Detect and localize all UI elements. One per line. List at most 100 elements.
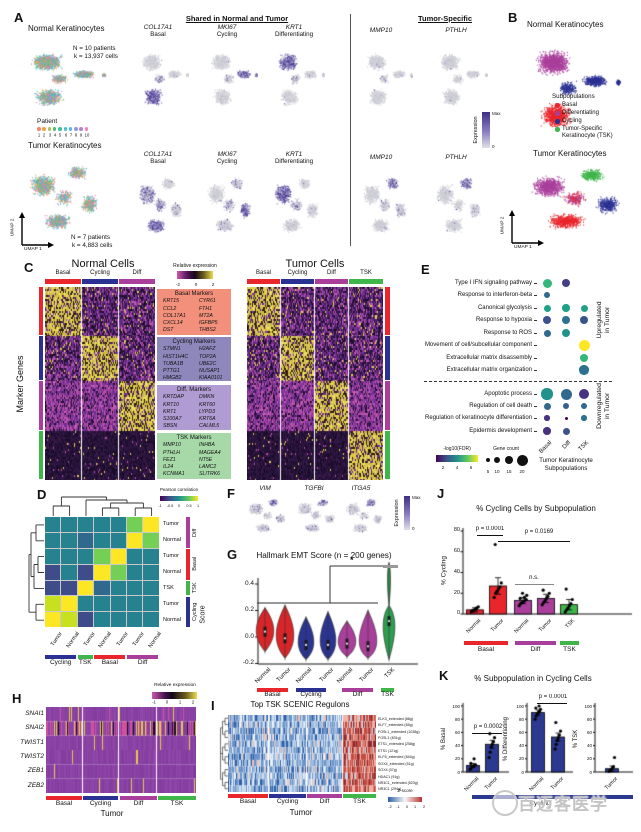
marker-gene: DMKN [199, 394, 215, 401]
panel-a-normal-n: N = 10 patients [73, 45, 116, 52]
y-tick: 80 [518, 716, 524, 722]
y-tick: 60 [453, 548, 460, 554]
go-term: Extracellular matrix disassembly [446, 355, 532, 361]
y-tick: 0.2 [244, 606, 254, 614]
fdr-tick: 4 [455, 464, 459, 470]
matrix-cell [61, 532, 77, 548]
go-term: Epidermis development [469, 428, 532, 434]
regulon-row-label: NR3C1_extended (523g) [378, 780, 418, 785]
dotplot-dot [560, 388, 572, 400]
umap-normal-col17a1 [127, 42, 189, 118]
correlation-matrix [45, 517, 159, 628]
gene-row-label: TWIST2 [20, 752, 44, 760]
colorbar-tick: 0 [177, 503, 181, 509]
matrix-cell [110, 517, 126, 532]
dotplot-dot [563, 403, 569, 409]
heatmap-scenic-regulons [228, 715, 376, 792]
axis-tick [534, 358, 537, 359]
marker-gene: MAGEA4 [199, 449, 221, 456]
column-group-bar [343, 794, 376, 798]
axis-tick [534, 370, 537, 371]
marker-box-title: Basal Markers [174, 290, 214, 297]
y-tick: 20 [453, 589, 460, 596]
subpop-label: Differentiating [274, 157, 314, 165]
matrix-cell [110, 596, 126, 612]
downregulated-line1: Downregulated [596, 383, 603, 429]
column-group-label: TSK [353, 797, 366, 805]
colorbar-tick: 1 [196, 503, 200, 509]
y-tick: 20 [454, 756, 460, 762]
row-group-bar [186, 517, 190, 548]
legend-dot [555, 103, 560, 108]
count-circle [494, 457, 500, 463]
group-bar [464, 641, 508, 645]
umap2-label: UMAP 2 [500, 216, 506, 235]
group-label: TSK [563, 645, 576, 653]
marker-gene: KRT6A [199, 416, 216, 422]
group-label: TSK [381, 690, 394, 698]
y-tick: -0.2 [242, 659, 254, 667]
regulon-row-label: SOX4 (37g) [378, 767, 397, 772]
legend-dot [555, 127, 560, 132]
matrix-row-label: Normal [163, 616, 182, 623]
upregulated-line2: in Tumor [604, 306, 611, 334]
panel-k-title: % Subpopulation in Cycling Cells [474, 674, 592, 683]
y-tick: 40 [518, 742, 524, 748]
legend-label: Differentiating [562, 110, 599, 116]
matrix-cell [143, 612, 159, 628]
panel-j-title: % Cycling Cells by Subpopulation [476, 504, 596, 513]
ns-label: n.s. [529, 575, 539, 581]
go-term: Type I IFN signaling pathway [454, 280, 532, 286]
marker-gene: SBSN [163, 423, 178, 430]
marker-gene: SLITRK6 [199, 471, 221, 478]
j-x-label: Normal [513, 618, 531, 635]
pearson-title: Pearson correlation [159, 487, 199, 492]
bar-chart-basal [461, 698, 511, 776]
significance-bracket [257, 565, 398, 604]
marker-gene: PTTG1 [163, 368, 180, 374]
relative-expression-colorbar [177, 271, 213, 279]
count-tick: 10 [494, 468, 500, 474]
fdr-tick: 6 [469, 464, 473, 470]
panel-a-tumor-title: Tumor Keratinocytes [28, 141, 102, 150]
colorbar-tick: 1 [414, 804, 417, 810]
column-group-label: Cycling [89, 799, 112, 807]
y-tick: 0 [457, 769, 460, 775]
axis-tick [534, 333, 537, 334]
e-axis-line2: Subpopulations [544, 465, 588, 472]
column-group-label: Diff [133, 799, 144, 807]
matrix-cell [61, 548, 77, 564]
row-group-bar [385, 336, 390, 380]
subpop-legend-title: Subpopulations [552, 93, 595, 100]
dotplot-dot [562, 279, 570, 287]
patient-number: 4 [53, 132, 57, 138]
panel-i-title: Top TSK SCENIC Regulons [250, 700, 350, 709]
matrix-cell [94, 580, 110, 596]
count-tick: 5 [486, 468, 490, 474]
legend-dot [555, 119, 560, 124]
matrix-cell [126, 596, 143, 612]
umap-tumor-mki67 [196, 168, 258, 244]
matrix-row-label: Normal [163, 537, 182, 543]
sig-line [537, 703, 567, 704]
dotplot-dot [543, 329, 551, 337]
row-group-bar [39, 381, 43, 430]
regulon-row-label: KLF7_extended (65g) [378, 722, 413, 728]
subpop-label: Basal [150, 157, 166, 165]
gene-label: TGFBI [304, 484, 324, 492]
matrix-cell [77, 548, 94, 564]
umap-itga5 [336, 493, 388, 539]
bar-chart-differentiating [525, 698, 575, 776]
matrix-cell [45, 596, 61, 612]
dotplot-dot [581, 403, 587, 409]
marker-gene: S100A7 [163, 416, 182, 422]
go-term: Response to ROS [483, 330, 532, 336]
column-group-label: Basal [55, 799, 73, 807]
heatmap-emt-tfs [46, 707, 196, 793]
group-bar [257, 688, 288, 692]
colorbar-tick: 1 [178, 699, 182, 705]
marker-gene: CALML5 [199, 423, 220, 430]
row-group-bar [39, 431, 43, 479]
panel-a-tumor-n: N = 7 patients [71, 234, 111, 241]
umap-tumor-col17a1 [127, 168, 189, 244]
